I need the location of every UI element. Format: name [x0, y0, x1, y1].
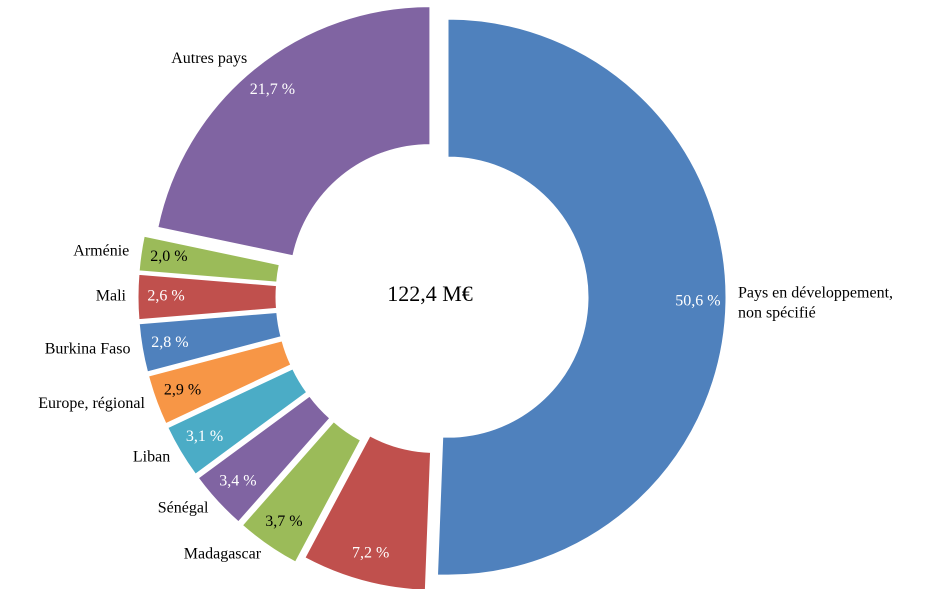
category-label: Sénégal: [158, 500, 209, 517]
slice: [241, 421, 362, 563]
value-label: 7,2 %: [352, 544, 389, 561]
value-label: 21,7 %: [250, 81, 295, 98]
category-label: Liban: [133, 448, 170, 465]
category-label: Burkina Faso: [45, 341, 131, 358]
slice: [437, 18, 727, 576]
value-label: 3,4 %: [219, 473, 256, 490]
category-label: Mali: [96, 288, 127, 305]
category-label-line: Pays en développement,: [738, 284, 893, 301]
category-label: Madagascar: [184, 546, 262, 563]
slice: [148, 340, 292, 425]
slice: [137, 273, 278, 321]
slice: [304, 435, 432, 589]
slice: [157, 6, 431, 257]
category-label: Europe, régional: [38, 395, 145, 412]
category-label: Arménie: [73, 242, 129, 259]
category-label-line: non spécifié: [738, 304, 816, 321]
category-label: Autres pays: [171, 50, 247, 67]
slice: [138, 311, 282, 373]
slice: [167, 368, 308, 475]
category-label: Pays en développement, non spécifié: [738, 284, 893, 321]
value-label: 3,7 %: [265, 513, 302, 530]
center-label: 122,4 M€: [387, 281, 473, 306]
value-label: 2,9 %: [164, 381, 201, 398]
value-label: 2,6 %: [147, 288, 184, 305]
value-label: 2,8 %: [151, 334, 188, 351]
value-label: 50,6 %: [675, 293, 720, 310]
value-label: 3,1 %: [186, 428, 223, 445]
value-label: 2,0 %: [150, 248, 187, 265]
slice: [197, 395, 331, 523]
slice: [138, 235, 280, 283]
